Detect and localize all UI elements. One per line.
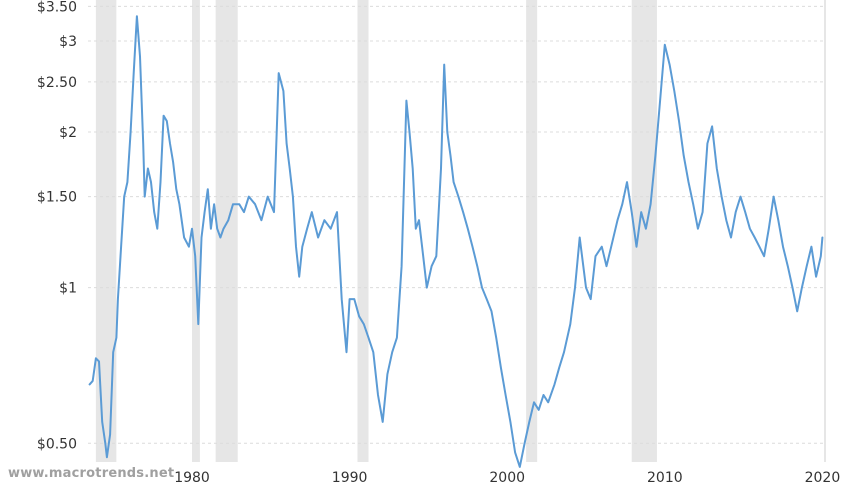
y-tick-label: $3 <box>59 34 77 50</box>
recession-band <box>215 0 238 462</box>
y-tick-label: $1 <box>59 281 77 297</box>
recession-band <box>526 0 538 462</box>
x-tick-label: 2020 <box>805 470 841 486</box>
recession-band <box>192 0 200 462</box>
gridlines <box>88 5 824 444</box>
x-axis-ticks: 1980 1990 2000 2010 2020 <box>174 470 840 486</box>
recession-bands <box>95 0 826 462</box>
y-tick-label: $2.50 <box>37 75 77 91</box>
y-axis-ticks: $3.50 $3 $2.50 $2 $1.50 $1 $0.50 <box>37 0 77 452</box>
watermark: www.macrotrends.net <box>8 466 175 481</box>
y-tick-label: $1.50 <box>37 190 77 206</box>
x-tick-label: 2010 <box>647 470 683 486</box>
recession-band <box>631 0 657 462</box>
recession-band <box>357 0 369 462</box>
recession-band <box>95 0 117 462</box>
series-line <box>88 15 824 468</box>
recession-band <box>824 0 826 462</box>
y-tick-label: $2 <box>59 125 77 141</box>
x-tick-label: 2000 <box>489 470 525 486</box>
series-layer <box>88 15 824 468</box>
y-tick-label: $3.50 <box>37 0 77 15</box>
x-tick-label: 1980 <box>174 470 210 486</box>
y-tick-label: $0.50 <box>37 436 77 452</box>
x-tick-label: 1990 <box>332 470 368 486</box>
